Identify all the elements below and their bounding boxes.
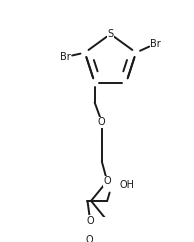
Text: O: O: [98, 117, 106, 127]
Text: Br: Br: [60, 52, 71, 62]
Text: S: S: [107, 29, 113, 39]
Text: O: O: [86, 216, 94, 226]
Text: O: O: [85, 235, 93, 242]
Text: O: O: [103, 176, 111, 186]
Text: Br: Br: [150, 39, 161, 49]
Text: OH: OH: [120, 180, 135, 190]
